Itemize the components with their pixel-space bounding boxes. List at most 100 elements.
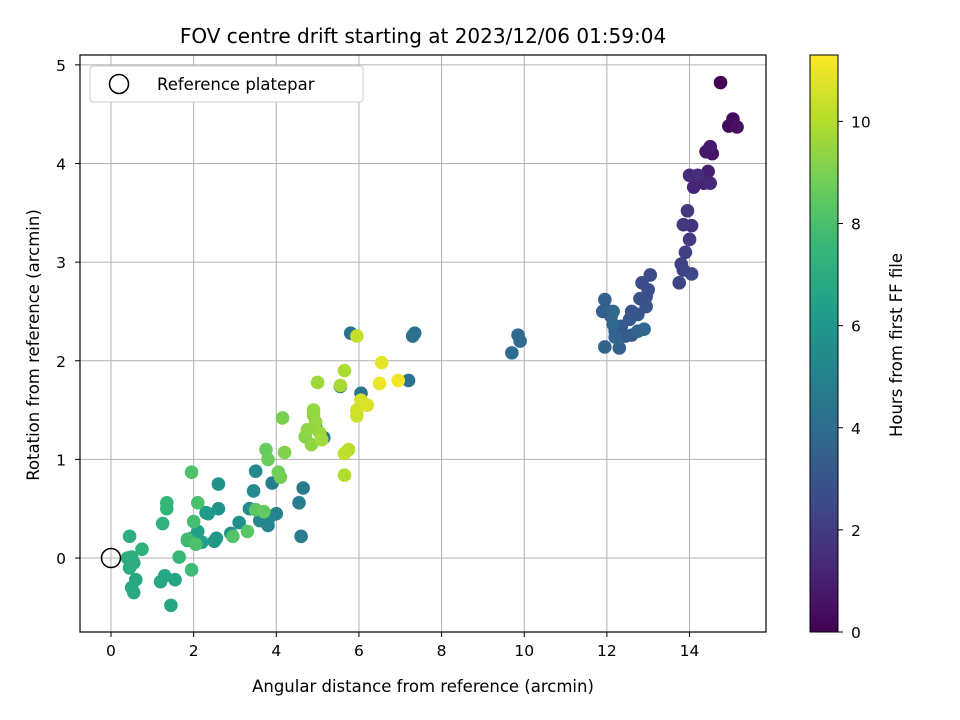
data-point xyxy=(190,495,205,510)
data-point xyxy=(505,346,519,360)
data-point xyxy=(684,267,699,281)
data-point xyxy=(680,204,695,218)
y-tick-label: 2 xyxy=(56,353,66,371)
x-axis-ticks: 0 2 4 6 8 10 12 14 xyxy=(106,632,699,660)
x-tick-label: 2 xyxy=(189,642,199,660)
data-point xyxy=(135,542,149,556)
data-point xyxy=(333,378,348,393)
data-point xyxy=(513,334,527,348)
colorbar-tick-label: 8 xyxy=(851,216,861,234)
data-point xyxy=(232,515,246,530)
x-tick-label: 10 xyxy=(514,642,534,660)
chart-title: FOV centre drift starting at 2023/12/06 … xyxy=(180,24,666,48)
data-point xyxy=(296,481,310,495)
x-tick-label: 12 xyxy=(597,642,617,660)
data-point xyxy=(184,465,199,480)
x-tick-label: 6 xyxy=(354,642,364,660)
y-tick-label: 0 xyxy=(56,550,66,568)
data-point xyxy=(201,506,215,521)
data-point xyxy=(691,168,705,183)
data-point xyxy=(277,445,292,460)
data-point xyxy=(337,468,352,482)
data-point xyxy=(310,375,325,390)
legend-reference-marker xyxy=(108,73,130,95)
data-point xyxy=(595,304,610,319)
data-point xyxy=(275,411,290,425)
x-axis-label: Angular distance from reference (arcmin) xyxy=(252,677,594,696)
data-point xyxy=(360,398,375,412)
data-point xyxy=(292,495,306,510)
data-point xyxy=(350,329,364,343)
data-point xyxy=(637,322,651,336)
data-point xyxy=(703,139,718,154)
reference-platepar-marker xyxy=(100,547,122,569)
data-point xyxy=(608,330,622,344)
colorbar-tick-label: 4 xyxy=(851,420,861,438)
data-point xyxy=(153,574,168,589)
data-point xyxy=(168,572,182,587)
data-point xyxy=(730,120,744,134)
data-point xyxy=(211,477,226,491)
data-point xyxy=(606,304,620,319)
x-tick-label: 14 xyxy=(680,642,700,660)
data-point xyxy=(273,470,288,484)
colorbar-tick-label: 6 xyxy=(851,318,861,336)
data-point xyxy=(164,598,178,613)
data-point xyxy=(407,326,422,340)
colorbar-tick-label: 10 xyxy=(851,113,871,131)
data-point xyxy=(308,415,323,429)
colorbar-tick-label: 2 xyxy=(851,522,861,540)
data-point xyxy=(261,452,275,467)
colorbar-tick-label: 0 xyxy=(851,624,861,642)
x-tick-label: 0 xyxy=(106,642,116,660)
legend-box xyxy=(89,65,364,103)
x-tick-label: 8 xyxy=(437,642,447,660)
plot-frame xyxy=(79,54,767,633)
data-point xyxy=(314,432,329,447)
y-axis-ticks: 0 1 2 3 4 5 xyxy=(56,57,80,568)
data-point xyxy=(686,180,701,194)
data-point xyxy=(391,373,406,388)
colorbar: 0 2 4 6 8 10 Hours from first FF file xyxy=(809,54,906,642)
data-point xyxy=(294,529,308,544)
data-point xyxy=(124,550,139,564)
data-point xyxy=(172,550,186,564)
data-point xyxy=(240,524,255,539)
scatter-points xyxy=(120,75,744,613)
data-point xyxy=(257,504,271,519)
data-point xyxy=(337,446,352,461)
y-axis-label: Rotation from reference (arcmin) xyxy=(24,209,43,481)
data-point xyxy=(188,537,203,552)
colorbar-gradient xyxy=(809,54,839,633)
data-point xyxy=(184,563,199,577)
data-point xyxy=(598,340,612,354)
y-tick-label: 3 xyxy=(56,254,66,272)
legend: Reference platepar xyxy=(89,65,364,103)
data-point xyxy=(598,292,612,307)
data-point xyxy=(211,501,226,516)
data-point xyxy=(372,376,387,391)
data-point xyxy=(676,217,691,232)
data-point xyxy=(155,516,170,531)
x-tick-label: 4 xyxy=(271,642,281,660)
data-point xyxy=(374,355,389,370)
y-tick-label: 5 xyxy=(56,57,66,75)
data-point xyxy=(682,232,697,247)
data-point xyxy=(122,529,137,544)
data-point xyxy=(401,373,416,388)
y-tick-label: 1 xyxy=(56,451,66,469)
y-tick-label: 4 xyxy=(56,155,66,173)
data-point xyxy=(337,363,352,378)
data-point xyxy=(207,534,222,549)
colorbar-ticks: 0 2 4 6 8 10 xyxy=(838,113,871,642)
data-point xyxy=(703,176,718,191)
data-point xyxy=(701,164,715,179)
data-point xyxy=(186,514,201,529)
grid xyxy=(80,55,766,632)
colorbar-label: Hours from first FF file xyxy=(887,253,906,437)
data-point xyxy=(304,437,319,452)
data-point xyxy=(678,245,693,260)
